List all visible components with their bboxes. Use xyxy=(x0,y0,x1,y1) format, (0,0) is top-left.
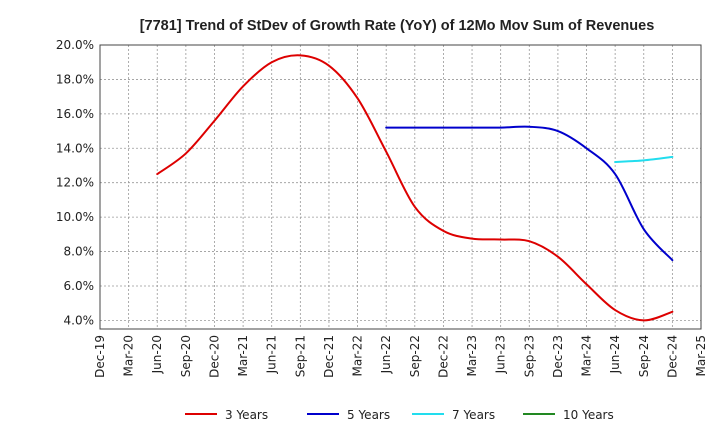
x-tick-label: Mar-24 xyxy=(580,335,594,376)
y-tick-label: 6.0% xyxy=(64,279,95,293)
x-tick-label: Dec-23 xyxy=(551,335,565,378)
x-tick-label: Mar-25 xyxy=(694,335,708,376)
y-tick-label: 20.0% xyxy=(56,38,94,52)
x-tick-label: Sep-20 xyxy=(179,335,193,377)
y-tick-label: 14.0% xyxy=(56,141,94,155)
y-tick-label: 12.0% xyxy=(56,176,94,190)
x-tick-label: Mar-21 xyxy=(236,335,250,376)
x-tick-label: Sep-22 xyxy=(408,335,422,377)
x-tick-label: Dec-22 xyxy=(436,335,450,378)
y-tick-label: 16.0% xyxy=(56,107,94,121)
grid xyxy=(100,45,701,329)
series-lines xyxy=(156,54,674,322)
x-tick-label: Jun-21 xyxy=(265,335,279,374)
x-tick-label: Mar-20 xyxy=(122,335,136,376)
x-tick-label: Mar-22 xyxy=(351,335,365,376)
x-tick-label: Sep-24 xyxy=(637,335,651,377)
x-axis-ticks: Dec-19 Mar-20 Jun-20 Sep-20 Dec-20 Mar-21 Jun-… xyxy=(93,335,708,378)
series-line-3-years xyxy=(156,54,674,322)
y-tick-label: 4.0% xyxy=(64,313,95,327)
x-tick-label: Jun-22 xyxy=(379,335,393,374)
x-tick-label: Dec-20 xyxy=(207,335,221,378)
y-tick-label: 10.0% xyxy=(56,210,94,224)
chart-title: [7781] Trend of StDev of Growth Rate (Yo… xyxy=(140,18,655,34)
legend: 3 Years 5 Years 7 Years 10 Years xyxy=(185,408,614,422)
x-tick-label: Dec-24 xyxy=(665,335,679,378)
x-tick-label: Jun-23 xyxy=(494,335,508,374)
x-tick-label: Jun-20 xyxy=(150,335,164,374)
series-line-7-years xyxy=(614,155,674,164)
plot-area-frame xyxy=(99,44,702,330)
x-tick-label: Sep-23 xyxy=(522,335,536,377)
y-tick-label: 18.0% xyxy=(56,72,94,86)
series-line-5-years xyxy=(385,125,674,262)
legend-label-5-years: 5 Years xyxy=(347,408,390,422)
x-tick-label: Dec-19 xyxy=(93,335,107,378)
x-tick-label: Dec-21 xyxy=(322,335,336,378)
y-axis-ticks: 4.0% 6.0% 8.0% 10.0% 12.0% 14.0% 16.0% 18.0% 20.… xyxy=(56,38,94,327)
x-tick-label: Jun-24 xyxy=(608,335,622,374)
legend-label-7-years: 7 Years xyxy=(452,408,495,422)
x-tick-label: Sep-21 xyxy=(293,335,307,377)
x-tick-label: Mar-23 xyxy=(465,335,479,376)
y-tick-label: 8.0% xyxy=(64,245,95,259)
legend-label-3-years: 3 Years xyxy=(225,408,268,422)
legend-label-10-years: 10 Years xyxy=(563,408,614,422)
